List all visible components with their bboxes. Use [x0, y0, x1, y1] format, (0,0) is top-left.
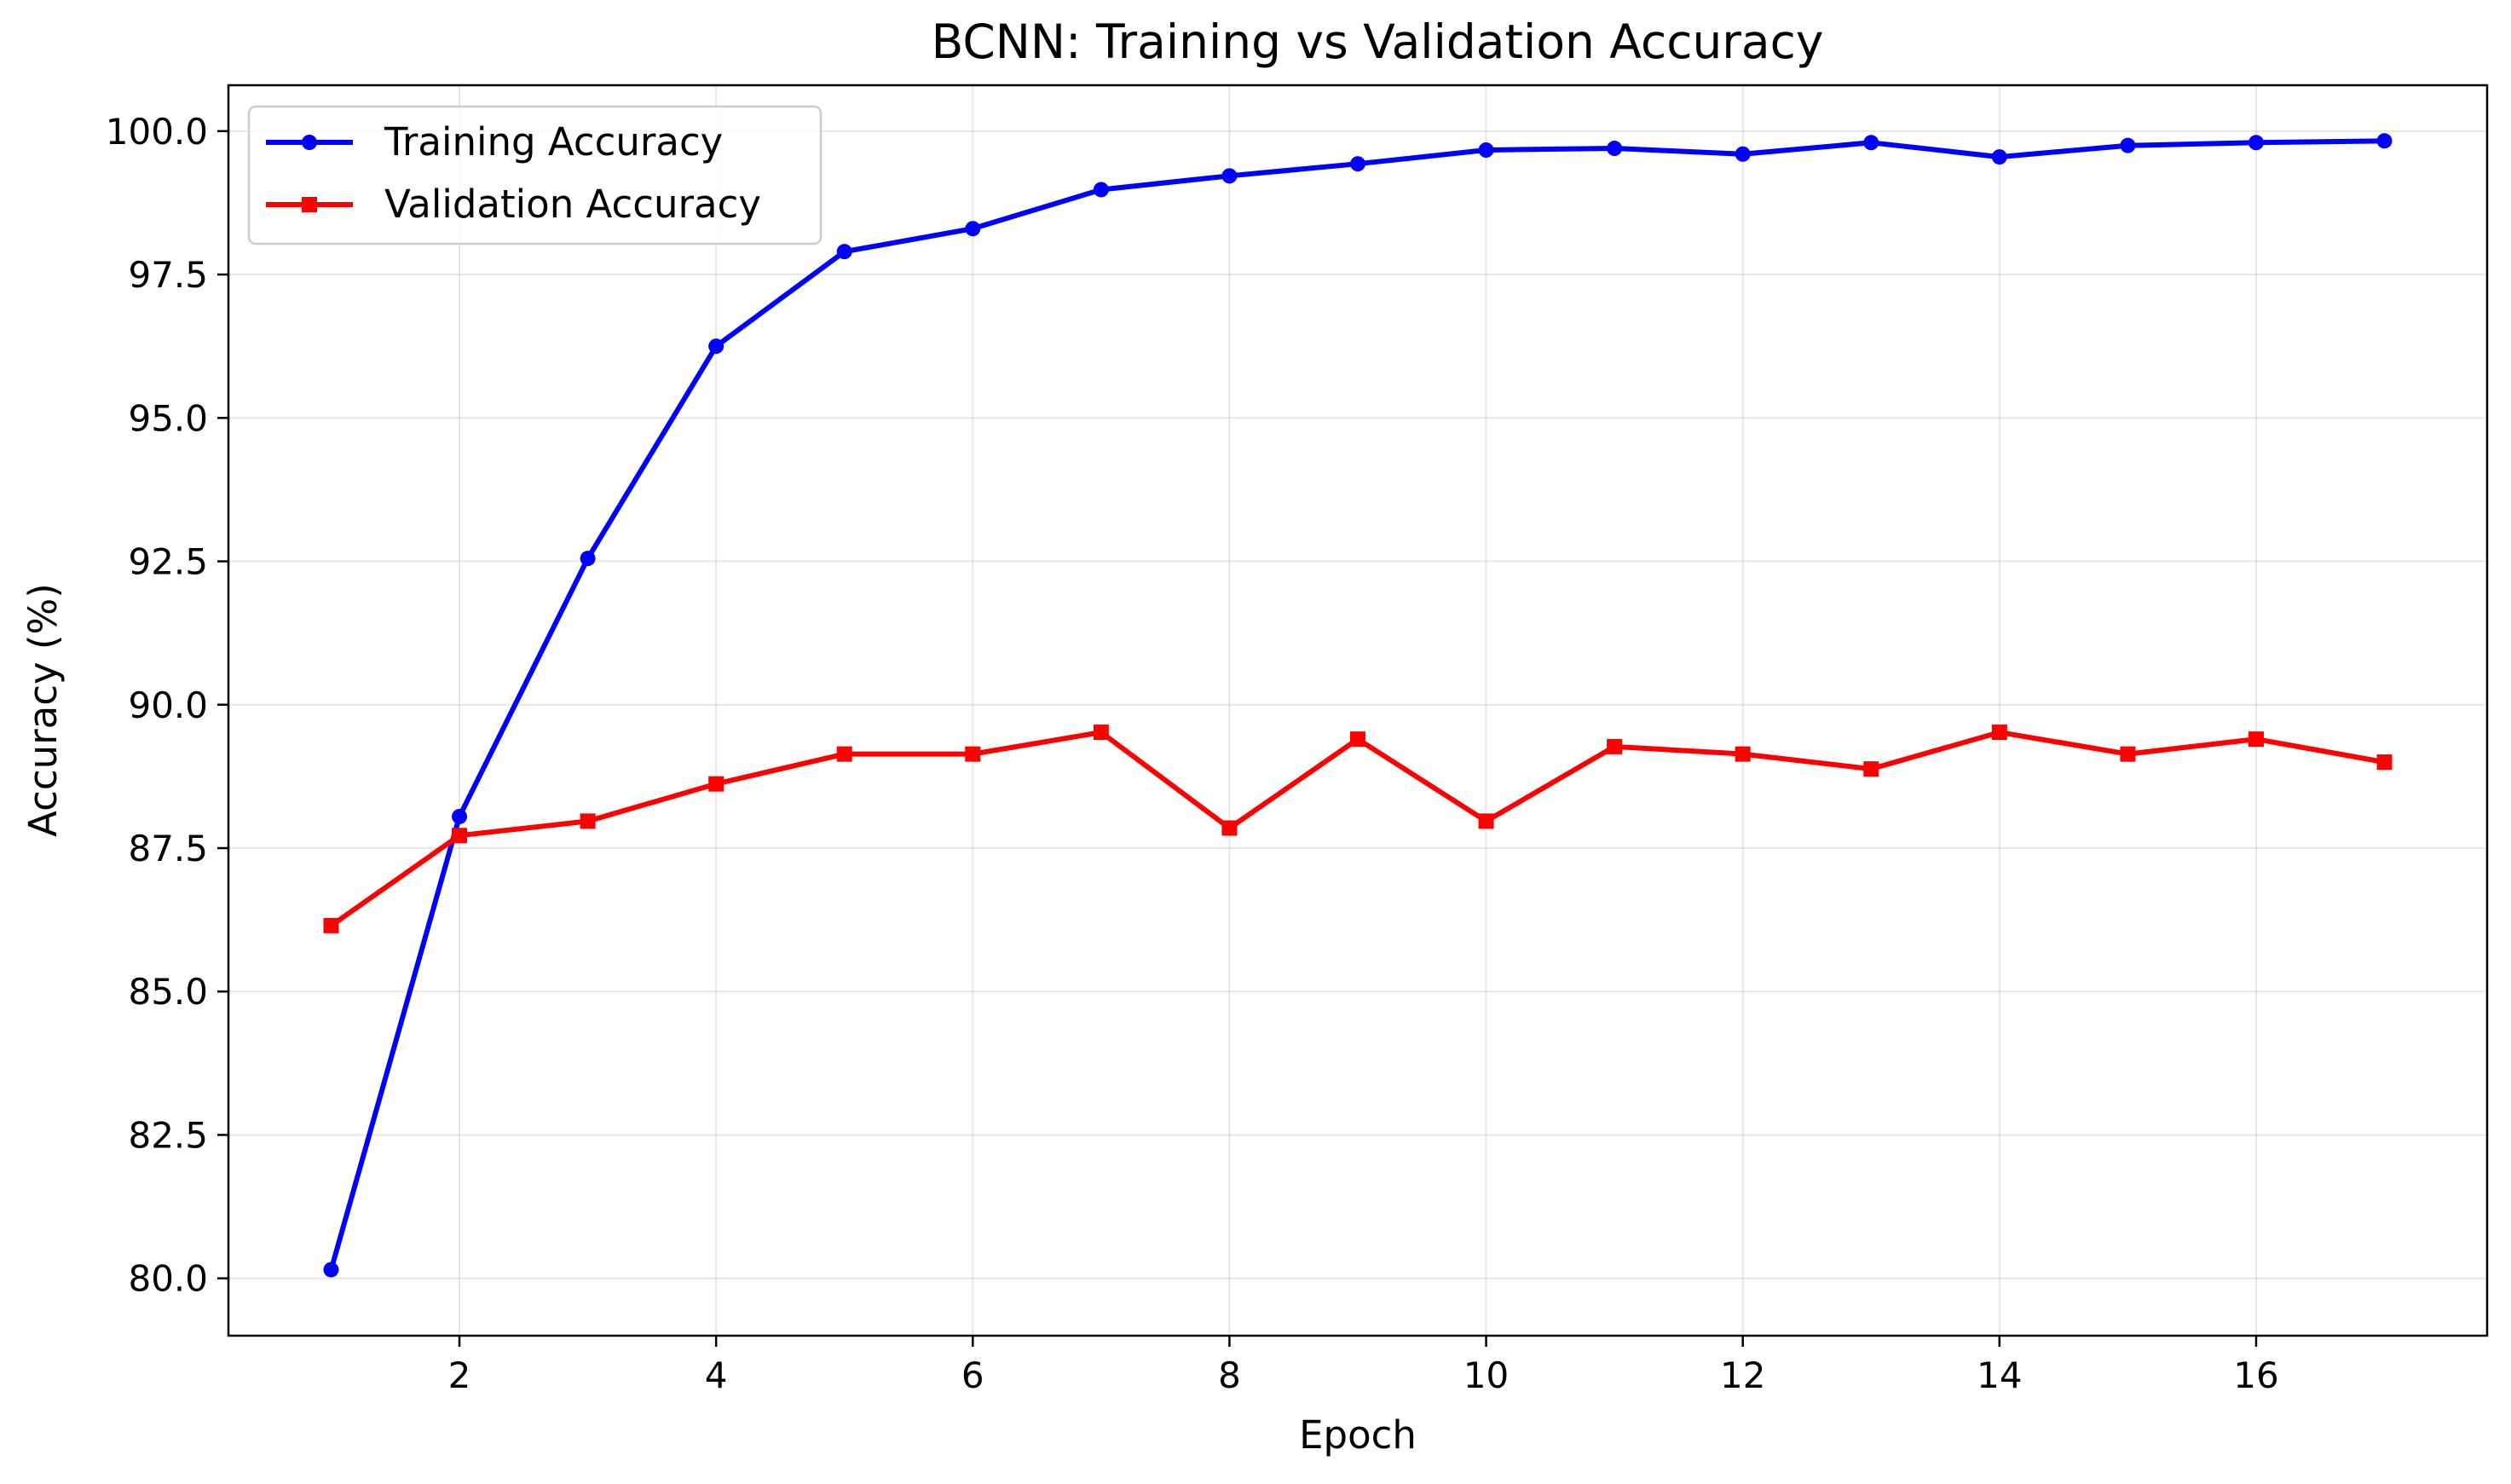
data-point-validation — [1607, 738, 1623, 754]
y-tick-label: 90.0 — [128, 684, 208, 726]
data-point-validation — [1221, 820, 1238, 836]
data-point-training — [836, 244, 852, 260]
data-point-validation — [580, 813, 596, 829]
data-point-training — [1478, 142, 1494, 159]
y-tick-label: 100.0 — [106, 111, 208, 153]
data-point-validation — [1735, 746, 1751, 762]
data-point-training — [580, 551, 596, 567]
data-point-training — [1735, 146, 1751, 162]
chart-title: BCNN: Training vs Validation Accuracy — [932, 14, 1824, 69]
x-tick-label: 6 — [961, 1354, 984, 1396]
data-point-validation — [452, 828, 468, 844]
y-tick-label: 92.5 — [128, 541, 208, 583]
y-tick-label: 82.5 — [128, 1114, 208, 1156]
data-point-training — [1350, 156, 1365, 172]
data-point-training — [2120, 137, 2136, 153]
series-layer — [323, 133, 2393, 1278]
data-point-training — [1607, 141, 1623, 157]
y-tick-label: 95.0 — [128, 397, 208, 439]
data-point-training — [323, 1262, 339, 1278]
data-point-validation — [2248, 731, 2264, 748]
y-tick-label: 87.5 — [128, 828, 208, 869]
data-point-training — [965, 221, 981, 237]
data-point-training — [2376, 133, 2393, 149]
data-point-validation — [1093, 725, 1109, 741]
plot-frame — [227, 84, 2489, 1337]
legend: Training Accuracy Validation Accuracy — [247, 105, 823, 245]
data-point-validation — [323, 917, 339, 933]
data-point-validation — [1991, 725, 2007, 741]
y-tick-label: 97.5 — [128, 254, 208, 296]
legend-box — [247, 105, 823, 245]
x-tick-label: 16 — [2233, 1354, 2278, 1396]
legend-marker-training — [302, 135, 317, 150]
data-point-validation — [965, 746, 981, 762]
x-tick-label: 8 — [1218, 1354, 1241, 1396]
data-point-training — [1863, 135, 1879, 151]
data-point-training — [708, 338, 724, 355]
data-point-validation — [2376, 754, 2393, 771]
x-tick-label: 2 — [448, 1354, 471, 1396]
y-axis-label: Accuracy (%) — [20, 583, 66, 837]
x-tick-label: 12 — [1720, 1354, 1765, 1396]
legend-label-training: Training Accuracy — [384, 119, 723, 165]
legend-label-validation: Validation Accuracy — [384, 182, 761, 227]
data-point-validation — [836, 746, 852, 762]
x-axis-label: Epoch — [1299, 1412, 1417, 1458]
axis-ticks: 2 4 6 8 10 12 14 16 80.0 82.5 85.0 87.5 90.0 92.5 95.0… — [106, 111, 2279, 1396]
data-point-training — [1093, 182, 1109, 198]
y-tick-label: 85.0 — [128, 971, 208, 1013]
y-tick-label: 80.0 — [128, 1258, 208, 1300]
data-point-validation — [1478, 813, 1494, 829]
x-tick-label: 4 — [705, 1354, 728, 1396]
x-tick-label: 14 — [1977, 1354, 2022, 1396]
data-point-training — [1991, 149, 2007, 165]
data-point-validation — [708, 776, 724, 792]
x-tick-label: 10 — [1463, 1354, 1509, 1396]
data-point-validation — [2120, 746, 2136, 762]
data-point-training — [1221, 168, 1238, 184]
legend-marker-validation — [302, 197, 317, 212]
data-point-training — [452, 808, 468, 824]
data-point-validation — [1350, 731, 1365, 748]
data-point-validation — [1863, 761, 1879, 777]
data-point-training — [2248, 135, 2264, 151]
grid — [228, 85, 2487, 1336]
